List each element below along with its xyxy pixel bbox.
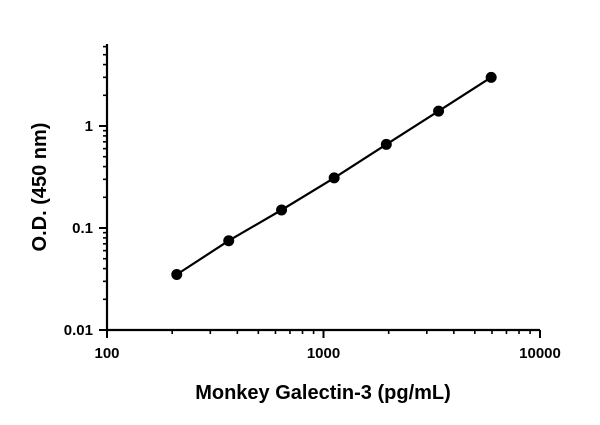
data-point (328, 172, 340, 184)
y-tick-label: 0.1 (72, 220, 93, 237)
data-point (485, 71, 497, 83)
y-axis-title: O.D. (450 nm) (29, 123, 51, 252)
data-point (171, 269, 183, 281)
x-tick-label: 10000 (519, 345, 561, 362)
data-point (380, 138, 392, 150)
data-point (223, 235, 235, 247)
data-point (276, 204, 288, 216)
data-series (171, 71, 497, 281)
data-point (433, 105, 445, 117)
y-tick-label: 1 (85, 118, 93, 135)
x-axis-ticks: 100 1000 10000 (94, 330, 561, 362)
x-axis-title: Monkey Galectin-3 (pg/mL) (195, 382, 451, 404)
y-axis-ticks: 0.01 0.1 1 (64, 45, 107, 339)
x-tick-label: 100 (94, 345, 119, 362)
x-tick-label: 1000 (307, 345, 340, 362)
y-tick-label: 0.01 (64, 322, 93, 339)
